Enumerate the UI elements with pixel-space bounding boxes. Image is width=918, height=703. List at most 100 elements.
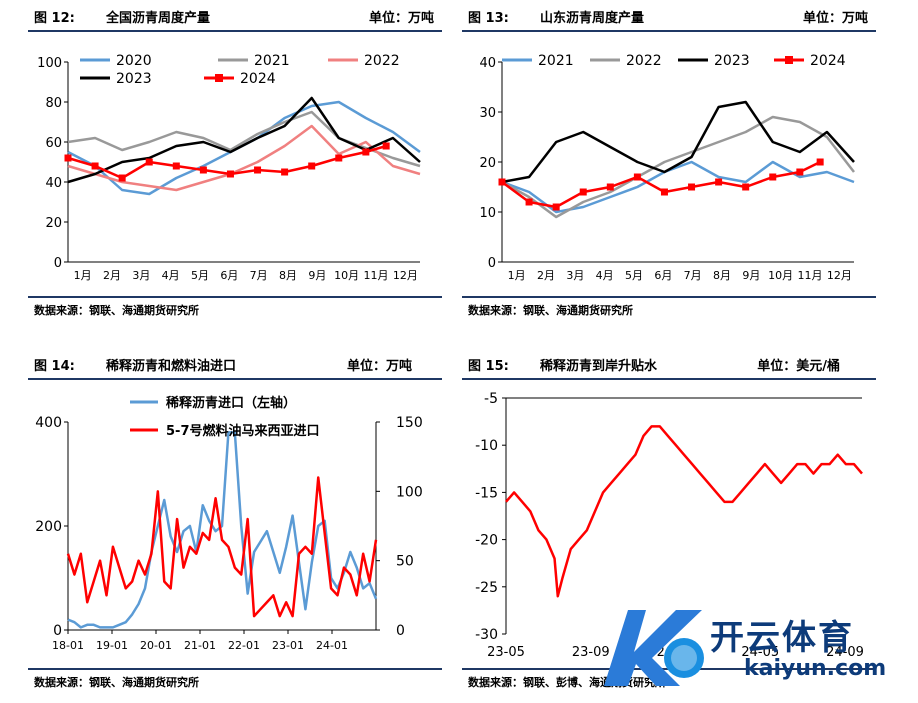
legend-label: 2022 xyxy=(626,53,662,69)
series-marker-2024 xyxy=(281,168,289,176)
series-marker-2024 xyxy=(742,183,750,191)
figure-title: 全国沥青周度产量 xyxy=(106,11,211,26)
series-marker-2024 xyxy=(796,168,804,176)
series-marker-2024 xyxy=(579,188,587,196)
unit-label: 单位：万吨 xyxy=(346,359,412,374)
series-marker-2024 xyxy=(769,173,777,181)
series-marker-2024 xyxy=(226,170,234,178)
legend-label: 2024 xyxy=(240,71,276,87)
x-tick-label: 6月 xyxy=(220,269,238,282)
series-line-2023 xyxy=(501,100,855,184)
series-marker-2024 xyxy=(335,154,343,162)
x-tick-label: 7月 xyxy=(684,269,702,282)
x-tick-label: 6月 xyxy=(654,269,672,282)
chart-header: 图 14: 稀释沥青和燃料油进口 单位：万吨 xyxy=(28,348,442,380)
series-line-2021 xyxy=(501,160,855,214)
figure-title: 稀释沥青到岸升贴水 xyxy=(540,359,658,374)
x-tick-label: 9月 xyxy=(308,269,326,282)
series-marker-2024 xyxy=(362,148,370,156)
legend-label: 2022 xyxy=(364,53,400,69)
x-tick-label: 7月 xyxy=(250,269,268,282)
y-tick-label: 40 xyxy=(45,176,62,191)
x-tick-label: 5月 xyxy=(625,269,643,282)
y-tick-label: 0 xyxy=(488,256,496,271)
series-marker-2024 xyxy=(525,198,533,206)
x-tick-label: 19-01 xyxy=(96,639,128,652)
brand-k-logo-icon xyxy=(604,610,704,686)
chart-footer: 数据来源：钢联、海通期货研究所 xyxy=(462,296,876,320)
series-marker-2024 xyxy=(606,183,614,191)
legend-marker xyxy=(215,74,223,82)
x-tick-label: 21-01 xyxy=(184,639,216,652)
figure-label: 图 13: xyxy=(468,11,509,26)
right-y-tick-label: 100 xyxy=(396,484,423,500)
legend-label: 2024 xyxy=(810,53,846,69)
y-tick-label: -30 xyxy=(475,627,498,643)
left-y-tick-label: 400 xyxy=(35,415,62,431)
legend-label: 2020 xyxy=(116,53,152,69)
chart-plot-14: 0 200 400 0 50 100 150 18-01 19-01 20-01 21-01 22-0… xyxy=(35,395,423,652)
x-tick-label: 11月 xyxy=(798,269,823,282)
x-tick-label: 9月 xyxy=(742,269,760,282)
y-tick-label: 20 xyxy=(479,156,496,171)
brand-watermark: 开云体育 kaiyun.com xyxy=(598,604,910,696)
right-y-tick-label: 150 xyxy=(396,415,423,431)
series-marker-2024 xyxy=(715,178,723,186)
chart-plot-12: 0 20 40 60 80 100 1月 2月 3月 4月 5月 6月 7月 8月 9月 10月 11月 12月 2… xyxy=(37,53,421,282)
x-tick-label: 24-05 xyxy=(741,645,779,660)
right-y-tick-label: 0 xyxy=(396,623,405,639)
series-marker-2024 xyxy=(118,174,126,182)
chart-footer: 数据来源：钢联、海通期货研究所 xyxy=(28,668,442,692)
series-line xyxy=(505,425,863,598)
x-tick-label: 23-09 xyxy=(572,645,610,660)
y-tick-label: 20 xyxy=(45,216,62,231)
figure-label: 图 14: xyxy=(34,359,75,374)
figure-title: 稀释沥青和燃料油进口 xyxy=(106,359,237,374)
chart-panel-14: 图 14: 稀释沥青和燃料油进口 单位：万吨 0 200 400 0 50 100 150 1… xyxy=(28,348,442,694)
legend-label: 稀释沥青进口（左轴） xyxy=(166,395,296,411)
chart-panel-13: 图 13: 山东沥青周度产量 单位：万吨 0 10 20 30 40 1月 2月 3月 4月 5月… xyxy=(462,0,876,318)
series-line-1 xyxy=(66,476,378,618)
x-tick-label: 1月 xyxy=(74,269,92,282)
chart-footer: 数据来源：钢联、海通期货研究所 xyxy=(28,296,442,320)
x-tick-label: 4月 xyxy=(162,269,180,282)
x-tick-label: 3月 xyxy=(132,269,150,282)
figure-label: 图 12: xyxy=(34,11,75,26)
legend-marker xyxy=(785,56,793,64)
x-tick-label: 23-05 xyxy=(487,645,525,660)
series-line-2022 xyxy=(501,115,855,219)
y-tick-label: -5 xyxy=(484,391,498,407)
series-marker-2024 xyxy=(382,142,390,150)
series-line-0 xyxy=(67,431,378,629)
series-marker-2024 xyxy=(199,166,207,174)
x-tick-label: 3月 xyxy=(566,269,584,282)
series-line-2021 xyxy=(67,110,421,168)
series-line-2022 xyxy=(67,124,421,192)
series-marker-2024 xyxy=(308,162,316,170)
brand-name-en: kaiyun.com xyxy=(744,656,887,681)
left-y-tick-label: 0 xyxy=(53,623,62,639)
chart-plot-13: 0 10 20 30 40 1月 2月 3月 4月 5月 6月 7月 8月 9月 10月 11月 12月 2021… xyxy=(479,53,855,282)
y-tick-label: -20 xyxy=(475,533,498,549)
y-tick-label: 30 xyxy=(479,106,496,121)
series-marker-2024 xyxy=(145,158,153,166)
unit-label: 单位：万吨 xyxy=(802,11,868,26)
series-marker-2024 xyxy=(660,188,668,196)
x-tick-label: 22-01 xyxy=(228,639,260,652)
series-marker-2024 xyxy=(498,178,506,186)
x-tick-label: 10月 xyxy=(768,269,793,282)
series-marker-2024 xyxy=(91,162,99,170)
legend-label: 2021 xyxy=(254,53,290,69)
x-tick-label: 10月 xyxy=(334,269,359,282)
series-marker-2024 xyxy=(172,162,180,170)
series-marker-2024 xyxy=(816,158,824,166)
x-tick-label: 2月 xyxy=(537,269,555,282)
x-tick-label: 23-01 xyxy=(272,639,304,652)
y-tick-label: 40 xyxy=(479,56,496,71)
series-marker-2024 xyxy=(552,203,560,211)
chart-header: 图 13: 山东沥青周度产量 单位：万吨 xyxy=(462,0,876,32)
brand-name-cn: 开云体育 xyxy=(710,618,854,658)
x-tick-label: 18-01 xyxy=(52,639,84,652)
x-tick-label: 4月 xyxy=(596,269,614,282)
figure-label: 图 15: xyxy=(468,359,509,374)
